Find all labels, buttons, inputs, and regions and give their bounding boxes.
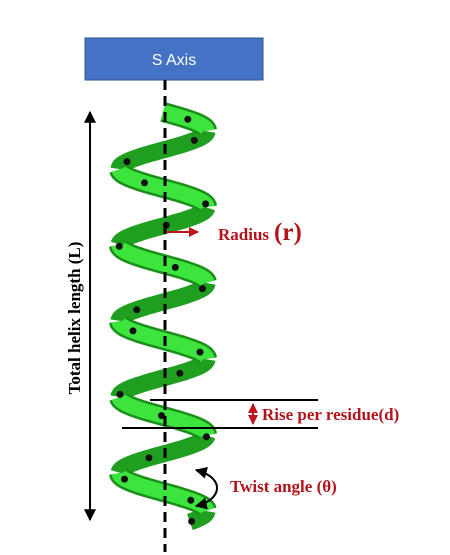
rise-label: Rise per residue(d) — [262, 405, 399, 424]
residue-dot — [141, 179, 148, 187]
residue-dot — [187, 496, 195, 504]
residue-dot — [198, 285, 206, 293]
residue-dot — [115, 242, 123, 250]
residue-dot — [196, 348, 204, 356]
residue-dot — [133, 306, 141, 314]
residue-dot — [129, 327, 137, 335]
twist-arrow — [194, 466, 218, 510]
residue-dot — [158, 412, 166, 420]
helix-ribbon — [109, 102, 217, 531]
radius-word: Radius — [218, 225, 269, 244]
length-label: Total helix length (L) — [65, 242, 84, 395]
residue-dot — [171, 263, 179, 271]
radius-label: Radius (r) — [218, 219, 302, 246]
radius-symbol: (r) — [274, 219, 302, 246]
residue-dot — [188, 517, 196, 525]
residue-dot — [116, 390, 124, 398]
residue-dot — [202, 200, 210, 208]
residue-dot — [123, 158, 131, 166]
residue-dot — [190, 136, 198, 144]
twist-label: Twist angle (θ) — [230, 477, 337, 496]
residue-dot — [203, 433, 210, 441]
residue-dot — [184, 115, 192, 123]
axis-box — [84, 37, 264, 81]
residue-dot — [121, 475, 128, 483]
axis-label: S Axis — [152, 52, 196, 69]
residue-dot — [145, 454, 153, 462]
ribbon-front — [111, 104, 215, 514]
residue-dot — [176, 369, 184, 377]
